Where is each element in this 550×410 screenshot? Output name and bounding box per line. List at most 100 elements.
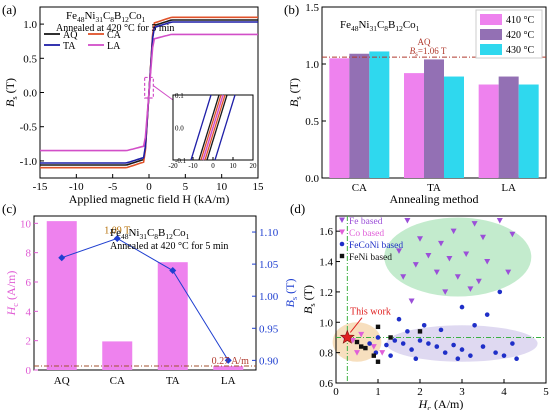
inset-x-tick-label: 0 — [211, 162, 215, 170]
bar-hc-LA — [213, 366, 244, 370]
bar-hc-AQ — [46, 221, 77, 370]
inset-line-AQ — [198, 94, 220, 161]
legend-swatch-420 °C — [480, 29, 502, 40]
point-Fe-based — [454, 274, 461, 280]
point-Fe-based — [496, 218, 503, 224]
legend-label-410 °C: 410 °C — [506, 15, 534, 26]
point-FeCoNi-based — [421, 323, 427, 328]
point-Co-based — [349, 337, 356, 344]
point-FeCoNi-based — [497, 289, 503, 295]
point-Fe-based — [396, 248, 402, 254]
point-Fe-based — [471, 221, 478, 227]
bar-hc-CA — [102, 341, 133, 370]
legend-swatch-410 °C — [480, 14, 502, 25]
point-FeCoNi-based — [493, 350, 498, 355]
point-FeCoNi-based — [501, 353, 507, 358]
legend-label-Co-based: Co based — [349, 229, 384, 239]
reference-label-main: Bs=1.06 T — [410, 46, 447, 58]
inset-line-CA — [200, 94, 222, 161]
point-Fe-based — [442, 289, 449, 295]
bs-point-AQ — [58, 254, 66, 262]
inset-line-TA — [214, 94, 236, 161]
point-FeCoNi-based — [409, 347, 414, 352]
legend-label-FeNi-based: FeNi based — [349, 253, 392, 263]
legend-label-FeCoNi-based: FeCoNi based — [349, 241, 403, 251]
point-Fe-based — [509, 231, 516, 238]
x-tick-label-a: 10 — [216, 181, 228, 193]
bar-LA-410 °C — [478, 84, 499, 178]
point-FeNi-based — [359, 344, 364, 349]
bs-point-TA — [169, 267, 177, 275]
y-tick-label-d: 1.2 — [319, 287, 333, 299]
point-Fe-based — [475, 278, 482, 285]
point-Fe-based — [446, 256, 453, 262]
bar-CA-410 °C — [329, 58, 350, 178]
point-FeNi-based — [375, 324, 381, 330]
y-tick-label-d: 1.6 — [319, 226, 333, 238]
legend-marker-Co-based — [339, 229, 345, 235]
x-tick-label-c: TA — [166, 375, 180, 387]
inset-line-LA — [202, 94, 224, 161]
panel-a-hysteresis: -15 -10 -5 0 5 10 15 -1.0 -0.5 0.0 0.5 1.0 Applied m… — [3, 6, 264, 206]
point-Fe-based — [408, 298, 415, 305]
point-Fe-based — [417, 236, 423, 242]
inset-line-AQ — [206, 94, 228, 161]
y2-axis-label-c: Bs (T) — [283, 279, 299, 308]
point-FeCoNi-based — [396, 316, 402, 322]
inset-x-tick-label: 20 — [250, 162, 258, 170]
legend-label-AQ: AQ — [63, 30, 78, 41]
y-tick-label-b: 0.0 — [305, 173, 319, 185]
x-tick-label-a: 0 — [146, 181, 152, 193]
x-axis-label-a: Applied magnetic field H (kA/m) — [69, 192, 230, 206]
chart-title-a: Fe48Ni31C8B12Co1 — [66, 10, 146, 24]
y-tick-label-a: -1.0 — [20, 156, 38, 168]
point-Fe-based — [467, 286, 474, 292]
y-tick-label-d: 0.6 — [319, 378, 333, 390]
point-FeCoNi-based — [480, 344, 486, 349]
x-axis-label-d: Hc (A/m) — [418, 397, 464, 410]
point-Fe-based — [400, 274, 407, 280]
y2-tick-label-c: 1.05 — [259, 259, 279, 271]
legend-marker-FeCoNi-based — [339, 241, 345, 247]
legend-swatch-430 °C — [480, 44, 502, 55]
x-tick-label-a: -15 — [33, 181, 48, 193]
x-tick-label-d: 4 — [501, 386, 507, 398]
point-Fe-based — [425, 252, 432, 259]
point-Co-based — [370, 344, 377, 350]
point-FeNi-based — [388, 335, 393, 340]
x-tick-label-b: LA — [501, 182, 516, 194]
reference-label-top: AQ — [418, 37, 431, 47]
x-tick-label-d: 1 — [375, 386, 381, 398]
point-FeCoNi-based — [438, 327, 444, 333]
plot-frame-c — [33, 215, 257, 371]
this-work-star — [339, 329, 355, 344]
point-Co-based — [358, 331, 365, 338]
y-tick-label-c: 10 — [20, 218, 32, 230]
inset-x-tick-label: -10 — [188, 162, 198, 170]
y-tick-label-c: 2 — [26, 336, 32, 348]
y-tick-label-c: 0 — [26, 365, 32, 377]
panel-b-bs-bars: 0.0 0.5 1.0 1.5 Bs (T) Annealing method CA TA LA… — [287, 2, 547, 206]
point-FeCoNi-based — [426, 341, 431, 346]
series-line-LA — [40, 33, 258, 152]
point-FeCoNi-based — [472, 323, 477, 328]
point-FeCoNi-based — [384, 342, 389, 348]
point-FeCoNi-based — [484, 312, 490, 317]
point-FeCoNi-based — [451, 342, 456, 348]
point-FeCoNi-based — [434, 344, 440, 349]
point-FeCoNi-based — [392, 338, 398, 343]
x-tick-label-d: 3 — [459, 386, 465, 398]
y-axis-label-a: Bs (T) — [3, 78, 19, 107]
x-tick-label-b: TA — [427, 182, 441, 194]
chart-subtitle-a: Annealed at 420 °C for 5 min — [56, 23, 174, 34]
bar-CA-420 °C — [349, 53, 370, 178]
x-axis-label-b: Annealing method — [390, 192, 479, 206]
panel-label-b: (b) — [284, 2, 299, 17]
point-Fe-based — [404, 218, 411, 224]
annotation-bs-max: 1.09 T — [104, 225, 130, 236]
inset-line-CA — [204, 94, 226, 161]
point-FeCoNi-based — [459, 347, 465, 352]
point-Fe-based — [433, 269, 440, 276]
x-tick-label-c: CA — [110, 375, 125, 387]
panel-label-a: (a) — [2, 2, 16, 17]
